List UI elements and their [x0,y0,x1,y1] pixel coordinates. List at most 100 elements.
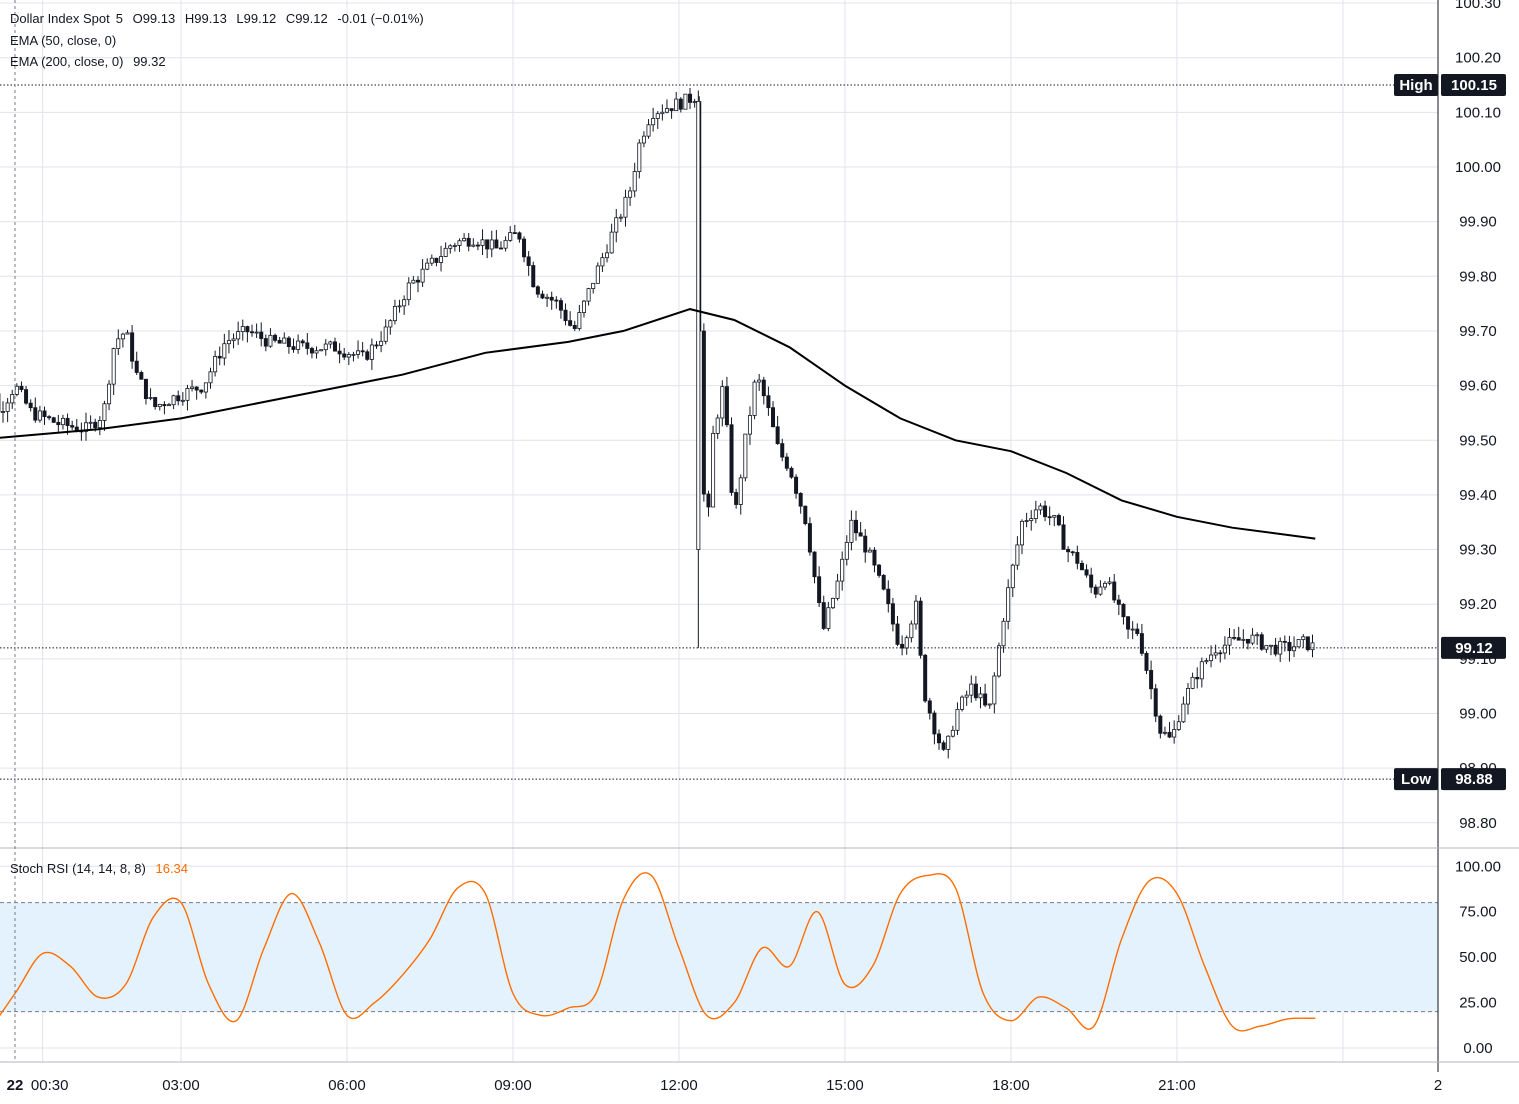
candle-body [872,549,877,566]
candle-body [563,309,568,322]
candle-body [863,535,868,553]
candle-body [259,331,264,339]
candle-body [946,735,951,750]
candle-body [263,338,268,347]
candle-body [226,340,231,345]
candle-body [231,338,236,342]
price-tick-label: 99.00 [1459,706,1497,723]
candle-body [107,383,112,405]
candle-body [1153,688,1158,717]
candle-body [1158,715,1163,734]
candle-body [273,334,278,341]
candle-body [867,549,872,553]
candle-body [886,588,891,605]
candle-body [457,240,462,246]
candle-body [406,282,411,301]
candle-body [950,729,955,737]
candle-body [1172,729,1177,738]
candle-body [254,331,259,334]
candle-body [761,379,766,397]
candle-body [203,382,208,393]
candle-body [1135,628,1140,634]
candle-body [498,247,503,250]
candle-body [217,355,222,359]
legend-ema200[interactable]: EMA (200, close, 0) 99.32 [10,54,172,69]
legend-close: C99.12 [285,11,328,26]
candle-body [489,239,494,250]
candle-body [927,700,932,714]
candle-body [1232,637,1237,639]
time-tick-label: 18:00 [992,1077,1030,1094]
low-tag-value: 98.88 [1455,771,1493,788]
candle-body [1301,636,1306,640]
price-tick-label: 99.90 [1459,214,1497,231]
candle-body [1167,731,1172,738]
candle-body [637,142,642,172]
candle-body [1116,599,1121,605]
candle-body [1190,676,1195,689]
candle-body [789,467,794,478]
candle-body [646,124,651,137]
candle-body [434,257,439,263]
candle-body [475,244,480,247]
candle-body [332,341,337,352]
price-tick-label: 99.20 [1459,596,1497,613]
candle-body [47,416,52,419]
candle-body [245,326,250,333]
candle-body [111,348,116,385]
high-tag-value-bg [1441,74,1506,97]
legend-stoch[interactable]: Stoch RSI (14, 14, 8, 8) 16.34 [10,861,194,876]
candle-body [849,519,854,543]
candle-body [821,602,826,629]
candle-body [1043,505,1048,518]
candle-body [830,597,835,609]
candle-body [724,386,729,426]
candle-body [1292,646,1297,652]
candle-body [379,340,384,346]
candle-body [93,421,98,429]
candle-body [1287,641,1292,652]
legend-change: -0.01 (−0.01%) [337,11,424,26]
candle-body [780,443,785,458]
last-price-tag-value-bg [1441,636,1506,659]
candle-body [1199,661,1204,680]
candle-body [1126,616,1131,630]
stoch-rsi-path [0,872,1316,1032]
candle-body [1139,633,1144,654]
candle-body [208,371,213,384]
price-tick-label: 100.00 [1455,159,1501,176]
candle-body [1052,515,1057,518]
candle-body [798,492,803,507]
stoch-tick-label: 75.00 [1459,904,1497,921]
candle-body [807,523,812,553]
candle-body [1070,551,1075,554]
candle-body [881,575,886,590]
candle-body [918,600,923,656]
candle-body [1056,515,1061,526]
candle-body [978,693,983,699]
candle-body [236,331,241,340]
candle-body [664,108,669,113]
candle-body [844,542,849,560]
candle-body [1103,582,1108,588]
candle-body [462,237,467,242]
price-tick-label: 100.20 [1455,50,1501,67]
candle-body [1020,520,1025,546]
candle-body [28,402,33,409]
price-tick-label: 99.60 [1459,378,1497,395]
legend-symbol[interactable]: Dollar Index Spot [10,11,110,26]
candle-body [102,403,107,421]
candle-body [356,350,361,355]
candle-body [683,93,688,110]
candle-body [342,353,347,358]
stoch-tick-label: 0.00 [1463,1040,1492,1057]
candle-body [549,296,554,301]
candle-body [1029,518,1034,521]
low-tag-label-bg [1394,768,1438,791]
candle-body [240,326,245,332]
candle-body [296,340,301,350]
legend-ema50[interactable]: EMA (50, close, 0) [10,33,122,48]
time-tick-label: 15:00 [826,1077,864,1094]
candle-body [1162,731,1167,734]
